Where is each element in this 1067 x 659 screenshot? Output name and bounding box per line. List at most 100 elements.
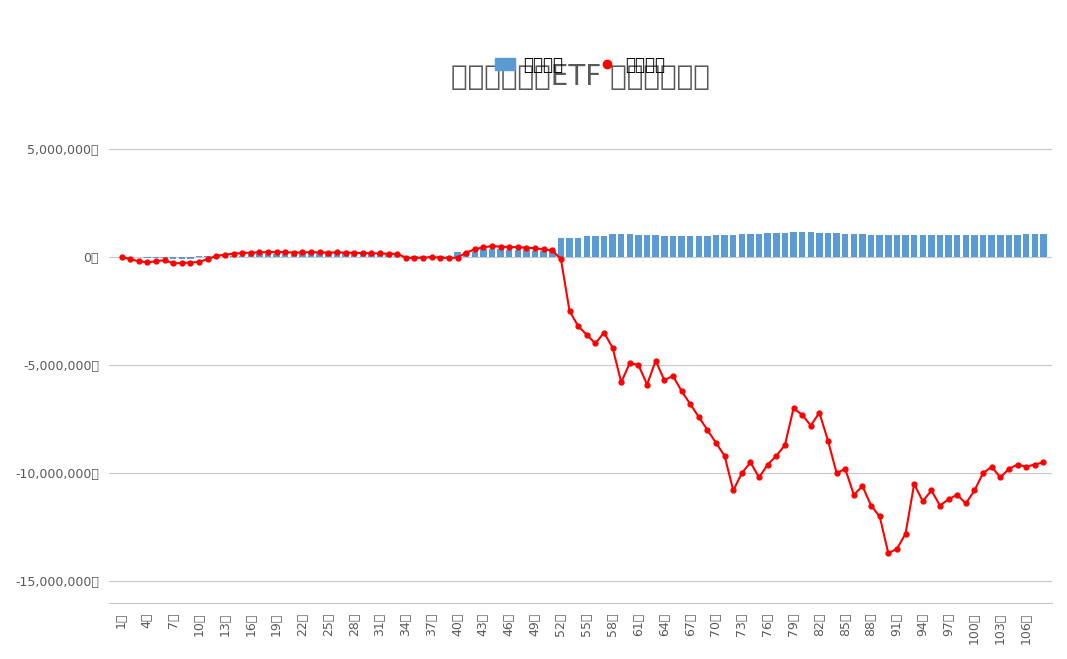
Bar — [377, 253, 383, 257]
Bar — [808, 232, 814, 257]
Bar — [730, 235, 736, 257]
Bar — [256, 254, 262, 257]
Bar — [575, 238, 582, 257]
Bar — [523, 250, 529, 257]
Bar — [747, 234, 753, 257]
Bar — [876, 235, 882, 257]
Bar — [248, 254, 254, 257]
Bar — [1023, 234, 1030, 257]
Bar — [662, 236, 668, 257]
Bar — [799, 232, 806, 257]
Bar — [239, 256, 245, 257]
Bar — [609, 234, 616, 257]
Bar — [360, 253, 366, 257]
Bar — [825, 233, 831, 257]
Bar — [988, 235, 994, 257]
Bar — [531, 251, 538, 257]
Bar — [1015, 235, 1021, 257]
Bar — [601, 236, 607, 257]
Bar — [161, 257, 168, 258]
Bar — [816, 233, 823, 257]
Bar — [282, 254, 288, 257]
Bar — [1040, 234, 1047, 257]
Bar — [962, 235, 969, 257]
Bar — [213, 256, 220, 257]
Bar — [463, 252, 469, 257]
Bar — [920, 235, 926, 257]
Bar — [567, 238, 573, 257]
Bar — [325, 254, 332, 257]
Bar — [506, 250, 512, 257]
Bar — [774, 233, 780, 257]
Bar — [652, 235, 659, 257]
Bar — [980, 235, 986, 257]
Bar — [170, 257, 176, 259]
Bar — [687, 236, 694, 257]
Bar — [497, 248, 504, 257]
Bar — [385, 253, 392, 257]
Bar — [791, 232, 797, 257]
Bar — [273, 254, 280, 257]
Bar — [334, 254, 340, 257]
Bar — [368, 253, 375, 257]
Bar — [472, 252, 478, 257]
Bar — [833, 233, 840, 257]
Bar — [265, 254, 271, 257]
Bar — [764, 233, 771, 257]
Bar — [187, 257, 194, 259]
Bar — [351, 253, 357, 257]
Bar — [230, 256, 237, 257]
Bar — [550, 251, 556, 257]
Bar — [679, 236, 685, 257]
Bar — [721, 235, 728, 257]
Bar — [738, 234, 745, 257]
Bar — [178, 257, 185, 259]
Bar — [153, 257, 159, 258]
Bar — [514, 250, 521, 257]
Bar — [205, 256, 211, 257]
Bar — [945, 235, 952, 257]
Bar — [850, 234, 857, 257]
Bar — [196, 256, 203, 257]
Bar — [903, 235, 909, 257]
Bar — [867, 235, 874, 257]
Bar — [1032, 234, 1038, 257]
Bar — [343, 254, 349, 257]
Bar — [455, 252, 461, 257]
Bar — [859, 234, 865, 257]
Bar — [643, 235, 650, 257]
Bar — [144, 257, 150, 258]
Bar — [885, 235, 892, 257]
Bar — [971, 235, 977, 257]
Bar — [558, 238, 564, 257]
Bar — [626, 234, 633, 257]
Bar — [290, 254, 297, 257]
Bar — [222, 256, 228, 257]
Bar — [713, 235, 719, 257]
Bar — [592, 236, 599, 257]
Bar — [308, 254, 315, 257]
Bar — [541, 251, 547, 257]
Bar — [704, 236, 711, 257]
Bar — [1006, 235, 1013, 257]
Legend: 実現損益, 評価損益: 実現損益, 評価損益 — [489, 49, 672, 80]
Bar — [299, 254, 305, 257]
Bar — [317, 254, 323, 257]
Title: トライオートETF 週別運用実績: トライオートETF 週別運用実績 — [451, 63, 710, 91]
Bar — [937, 235, 943, 257]
Bar — [618, 234, 624, 257]
Bar — [670, 236, 676, 257]
Bar — [635, 235, 641, 257]
Bar — [480, 248, 487, 257]
Bar — [997, 235, 1004, 257]
Bar — [954, 235, 960, 257]
Bar — [782, 233, 789, 257]
Bar — [928, 235, 935, 257]
Bar — [489, 248, 495, 257]
Bar — [584, 236, 590, 257]
Bar — [842, 234, 848, 257]
Bar — [696, 236, 702, 257]
Bar — [755, 234, 762, 257]
Bar — [911, 235, 918, 257]
Bar — [894, 235, 901, 257]
